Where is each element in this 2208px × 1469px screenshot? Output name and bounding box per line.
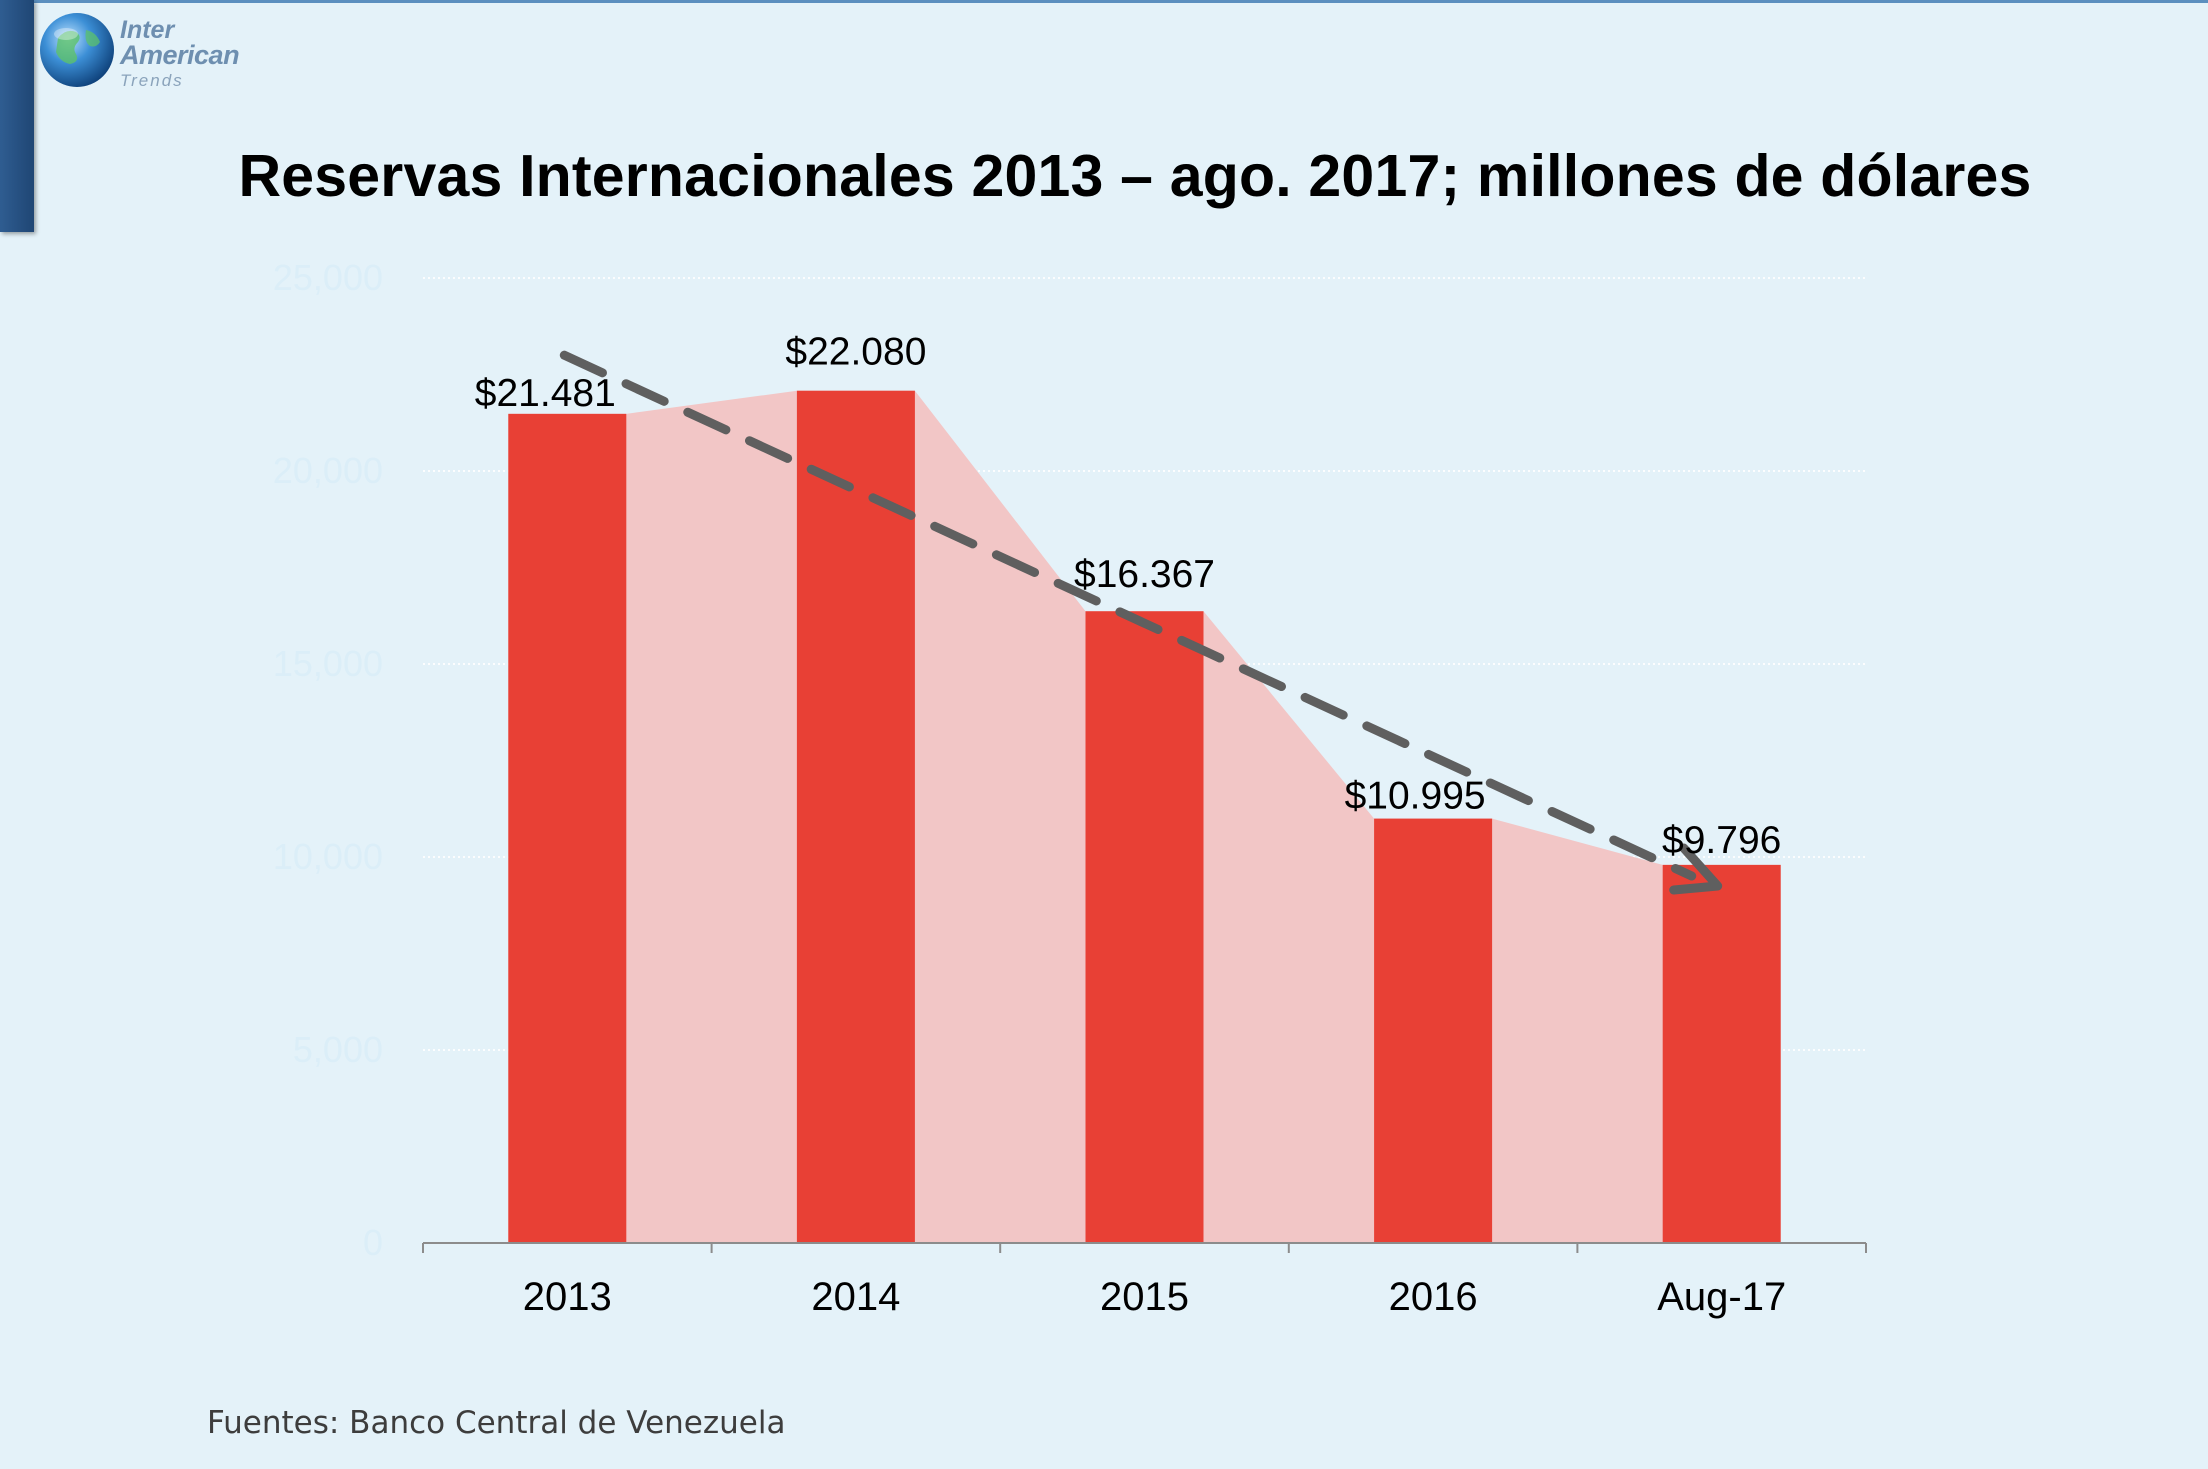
y-tick-label: 10,000 [273,836,383,877]
globe-logo-icon: Inter American Trends [40,13,240,90]
y-tick-label: 20,000 [273,450,383,491]
svg-text:Inter: Inter [120,16,175,44]
chart-title: Reservas Internacionales 2013 – ago. 201… [238,143,2032,209]
data-label: $16.367 [1074,553,1215,596]
data-label: $10.995 [1345,775,1486,818]
bar-aug-17 [1662,864,1781,1243]
data-label: $22.080 [785,331,926,374]
x-tick-label: 2013 [523,1275,612,1319]
y-tick-label: 0 [363,1222,383,1263]
source-note: Fuentes: Banco Central de Venezuela [207,1405,786,1441]
data-label: $21.481 [475,372,616,415]
inter-american-trends-logo: Inter American Trends [36,8,266,98]
bar-2016 [1374,818,1493,1243]
trend-arrow-head [1669,843,1723,895]
y-tick-label: 15,000 [273,643,383,684]
bar-2014 [796,390,915,1243]
svg-text:American: American [119,40,239,70]
x-tick-label: Aug-17 [1657,1275,1786,1319]
top-rule [0,0,2208,3]
trend-arrow-line [559,350,1697,881]
x-tick-label: 2015 [1100,1275,1189,1319]
data-label: $9.796 [1662,819,1781,862]
bar-2013 [508,413,627,1244]
bar-2015 [1085,611,1204,1243]
y-tick-label: 25,000 [273,257,383,298]
x-tick-label: 2016 [1389,1275,1478,1319]
y-tick-label: 5,000 [293,1029,383,1070]
svg-text:Trends: Trends [120,71,184,90]
x-tick-label: 2014 [811,1275,900,1319]
side-accent-bar [0,0,34,232]
